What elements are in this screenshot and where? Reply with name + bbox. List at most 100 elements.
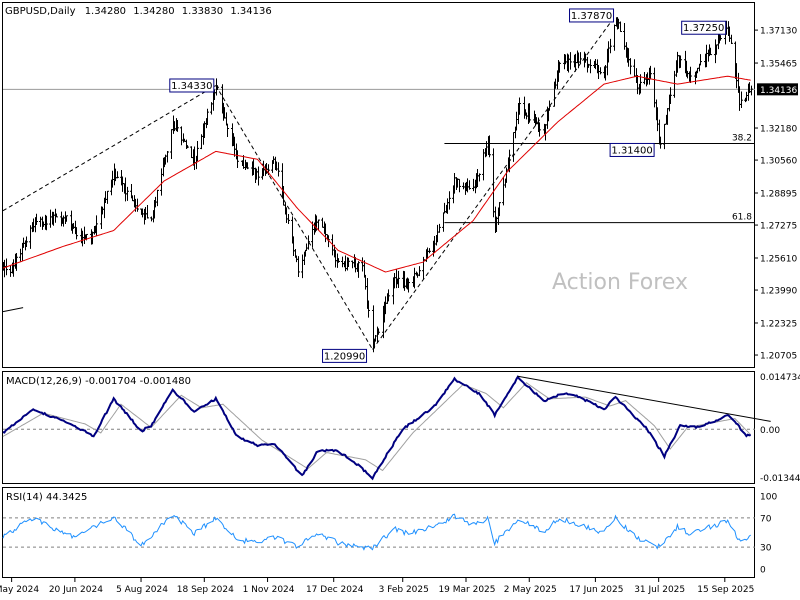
ohlc-bar — [609, 38, 612, 54]
swing-label-box — [609, 142, 655, 157]
fib-level-label: 61.8 — [732, 213, 752, 223]
fib-level-label: 38.2 — [732, 133, 752, 143]
date-axis-label: 19 Mar 2025 — [438, 585, 495, 595]
swing-dashed-line — [215, 85, 373, 350]
swing-price-label: 1.37870 — [569, 8, 615, 23]
ohlc-bar — [55, 213, 58, 218]
macd-panel-title: MACD(12,26,9) -0.001704 -0.001480 — [6, 376, 191, 387]
date-axis-label: 1 Nov 2024 — [243, 585, 295, 595]
main-panel-frame — [2, 2, 755, 368]
ohlc-low: 1.33830 — [182, 6, 223, 17]
ohlc-bar — [156, 189, 159, 207]
date-axis-label: 18 Sep 2024 — [177, 585, 234, 595]
ohlc-bar — [25, 236, 28, 248]
current-price-tag-text: 1.34136 — [760, 86, 797, 96]
main-panel-title: GBPUSD,Daily 1.34280 1.34280 1.33830 1.3… — [5, 6, 272, 17]
date-axis-label: 17 Jun 2025 — [569, 585, 623, 595]
ohlc-bar — [558, 61, 561, 73]
ohlc-bar — [679, 55, 682, 68]
ohlc-bar — [176, 120, 179, 132]
ohlc-bar — [196, 140, 199, 162]
rsi-panel-title: RSI(14) 44.3425 — [6, 492, 87, 503]
date-axis-label: 20 Jun 2024 — [49, 585, 103, 595]
ohlc-bar — [307, 235, 310, 250]
ohlc-bar — [418, 266, 421, 277]
ohlc-bar — [619, 21, 622, 33]
ohlc-bar — [498, 202, 501, 217]
ohlc-bar — [719, 35, 722, 41]
ohlc-bar — [407, 278, 410, 293]
date-axis-label: 5 Aug 2024 — [116, 585, 168, 595]
ohlc-high: 1.34280 — [133, 6, 174, 17]
current-price-tag — [757, 83, 798, 96]
ohlc-bar — [246, 162, 249, 170]
ohlc-bar — [750, 85, 753, 96]
macd-axis-label: -0.013442 — [760, 474, 800, 484]
price-axis-label: 1.25610 — [760, 254, 797, 264]
ohlc-bar — [106, 190, 109, 204]
ohlc-bar — [538, 122, 541, 137]
date-axis-label: 17 Dec 2024 — [306, 585, 364, 595]
date-axis-label: 3 Feb 2025 — [379, 585, 429, 595]
price-axis-label: 1.30560 — [760, 157, 797, 167]
swing-label-text: 1.20990 — [324, 351, 365, 362]
ohlc-bar — [126, 186, 129, 201]
macd-layer — [2, 375, 771, 481]
price-axis-label: 1.37130 — [760, 27, 797, 37]
rsi-axis-label: 30 — [760, 544, 772, 554]
rsi-layer — [2, 513, 755, 551]
ohlc-bar — [528, 103, 531, 123]
ohlc-bar — [659, 136, 662, 149]
moving-average-line — [2, 75, 751, 273]
swing-price-label: 1.37250 — [681, 20, 727, 35]
macd-axis-label: 0.014734 — [760, 373, 800, 383]
swing-label-text: 1.37250 — [683, 23, 724, 34]
price-axis-label: 1.32180 — [760, 125, 797, 135]
ohlc-bar — [478, 173, 481, 182]
swing-price-label: 1.31400 — [609, 142, 655, 157]
swing-label-text: 1.37870 — [571, 11, 612, 22]
ohlc-bar — [448, 191, 451, 210]
macd-signal-line — [2, 382, 752, 472]
macd-trend-line — [517, 375, 771, 422]
ohlc-bar — [146, 205, 149, 219]
ohlc-bar — [629, 58, 632, 75]
ohlc-bar — [548, 100, 551, 111]
date-axis-label: 2 May 2025 — [504, 585, 557, 595]
rsi-axis-label: 100 — [760, 493, 777, 503]
price-axis-label: 1.28895 — [760, 190, 797, 200]
ohlc-bar — [216, 85, 219, 90]
ohlc-bar — [236, 150, 239, 168]
swing-price-label: 1.34330 — [169, 78, 215, 93]
ohlc-bar — [136, 198, 139, 212]
price-layer: 38.2 61.8 1.34330 1.20990 1.37870 1.31400 1.37… — [2, 8, 755, 363]
swing-label-box — [322, 348, 368, 363]
ohlc-bar — [569, 52, 572, 70]
ohlc-bar — [317, 219, 320, 231]
ohlc-bar — [186, 145, 189, 149]
symbol-title: GBPUSD,Daily — [5, 6, 76, 17]
ohlc-bar — [65, 215, 68, 222]
ohlc-bar — [397, 270, 400, 288]
ohlc-bar — [75, 227, 78, 240]
ohlc-bar — [709, 47, 712, 56]
ohlc-bar — [508, 149, 511, 173]
ohlc-bar — [387, 289, 390, 302]
axis-layer: 1.37130 1.35465 1.32180 1.30560 1.28895 1.272… — [0, 27, 800, 595]
ohlc-bar — [206, 108, 209, 125]
watermark: Action Forex — [552, 270, 688, 295]
ohlc-bar — [518, 97, 521, 115]
swing-label-box — [169, 78, 215, 93]
ohlc-bar — [15, 253, 18, 271]
ohlc-bar — [730, 34, 733, 45]
ohlc-bar — [740, 91, 743, 109]
macd-panel-frame — [2, 371, 755, 484]
ohlc-bar — [488, 135, 491, 158]
rsi-line — [2, 513, 752, 551]
ohlc-bar — [166, 151, 169, 163]
ohlc-bar — [357, 261, 360, 278]
ohlc-bar — [277, 162, 280, 177]
macd-axis-label: 0.00 — [760, 426, 780, 436]
ohlc-bar — [297, 256, 300, 278]
drawn-segment — [2, 307, 24, 313]
